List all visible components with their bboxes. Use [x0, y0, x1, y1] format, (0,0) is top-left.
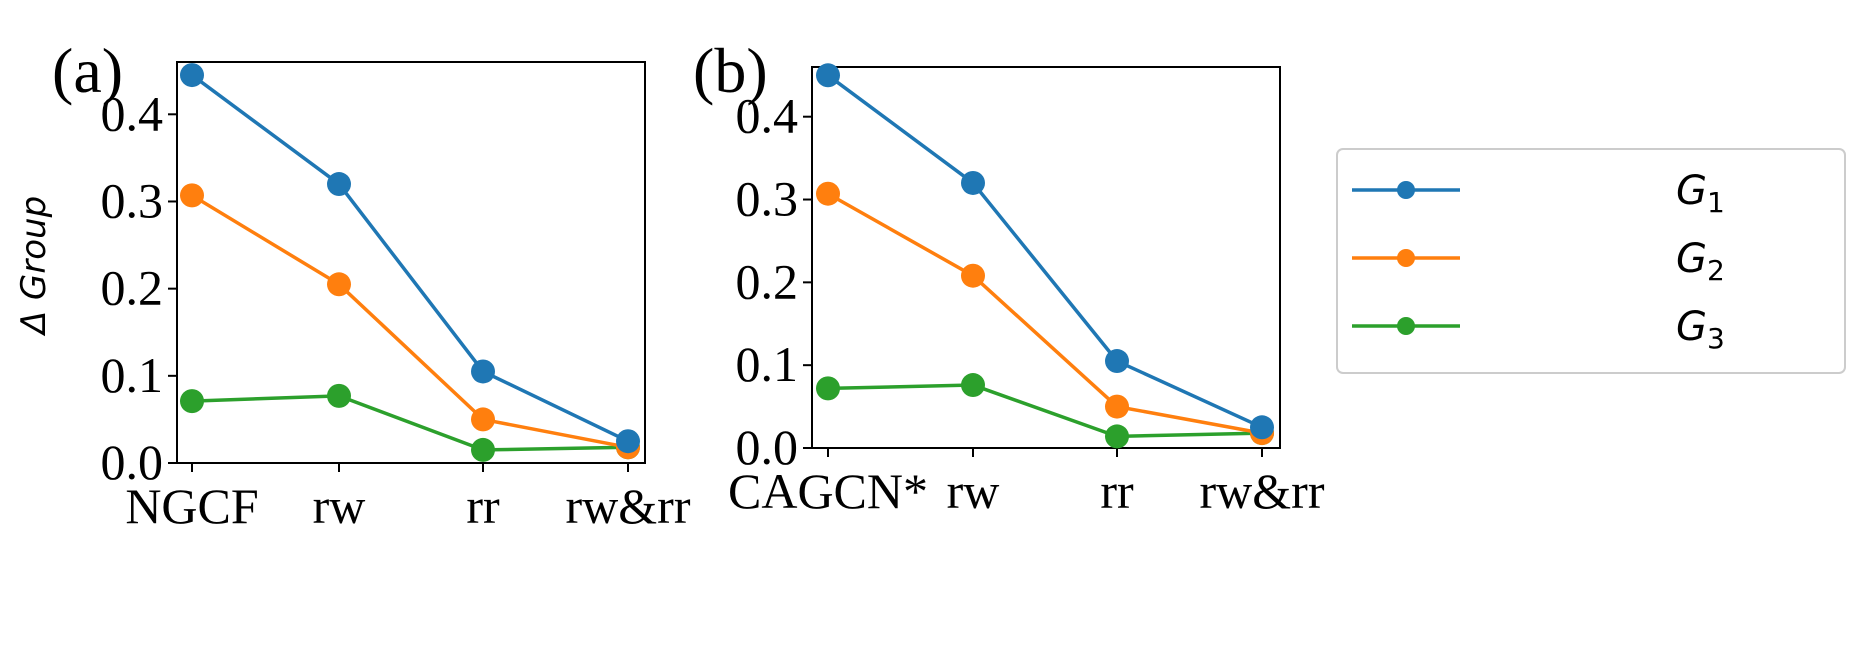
data-point [180, 389, 204, 414]
x-tick-label: CAGCN* [728, 463, 928, 519]
data-point [961, 373, 985, 398]
y-tick-label: 0.4 [736, 88, 799, 144]
panel-b: (b) 0.0 0.1 0.2 0.3 0.4 CAGCN* rw rr rw&rr [693, 35, 1325, 519]
data-point [616, 429, 640, 454]
plot-frame [176, 61, 646, 464]
plot-frame [811, 66, 1281, 449]
x-tick-label: rw [947, 463, 1000, 519]
data-point [471, 359, 495, 384]
data-point [1250, 415, 1274, 440]
y-tick-label: 0.4 [101, 85, 164, 141]
legend-label: G1 [1676, 168, 1725, 219]
legend-label: G3 [1676, 304, 1725, 355]
data-point [961, 170, 985, 195]
panel-a: (a) Δ Group 0.0 0.1 0.2 0.3 0.4 NGCF rw rr rw&rr [14, 35, 691, 534]
y-tick-label: 0.2 [101, 260, 164, 316]
series-line [826, 73, 1263, 429]
legend-swatch-marker [1397, 317, 1415, 335]
series-g1 [816, 63, 1274, 440]
series-g2 [180, 183, 640, 460]
y-tick-label: 0.1 [736, 336, 799, 392]
legend-label: G2 [1676, 236, 1725, 287]
series-line [827, 192, 1263, 435]
y-tick-label: 0.1 [101, 347, 164, 403]
data-point [180, 183, 204, 208]
series-g3 [816, 373, 1274, 449]
data-point [180, 63, 204, 88]
data-point [327, 272, 351, 297]
x-tick-label: NGCF [125, 478, 258, 534]
x-tick-label: rr [1100, 463, 1134, 519]
x-tick-label: rw&rr [1200, 463, 1325, 519]
series-g3 [180, 383, 640, 462]
x-tick-label: rw [313, 478, 366, 534]
legend: G1 G2 G3 [1336, 148, 1846, 374]
series-line [191, 193, 629, 450]
data-point [816, 376, 840, 401]
data-point [471, 437, 495, 462]
data-point [327, 383, 351, 408]
panel-label: (b) [693, 35, 768, 106]
y-axis-label: Δ Group [14, 196, 54, 337]
y-tick-label: 0.3 [736, 171, 799, 227]
series-g1 [180, 63, 640, 454]
data-point [471, 407, 495, 432]
data-point [327, 172, 351, 197]
panel-label: (a) [52, 35, 123, 106]
y-tick-label: 0.0 [736, 419, 799, 475]
y-tick-label: 0.2 [736, 253, 799, 309]
series-line [191, 394, 629, 452]
y-tick-label: 0.3 [101, 172, 164, 228]
x-tick-label: rr [466, 478, 500, 534]
legend-swatch-marker [1397, 249, 1415, 267]
data-point [1105, 424, 1129, 449]
legend-box [1336, 148, 1846, 374]
series-line [827, 383, 1263, 439]
y-tick-label: 0.0 [101, 434, 164, 490]
data-point [816, 181, 840, 206]
legend-swatch-marker [1397, 181, 1415, 199]
x-tick-label: rw&rr [566, 478, 691, 534]
data-point [961, 263, 985, 288]
series-g2 [816, 181, 1274, 446]
series-line [190, 73, 629, 443]
data-point [1105, 349, 1129, 374]
data-point [1105, 394, 1129, 419]
data-point [816, 63, 840, 88]
